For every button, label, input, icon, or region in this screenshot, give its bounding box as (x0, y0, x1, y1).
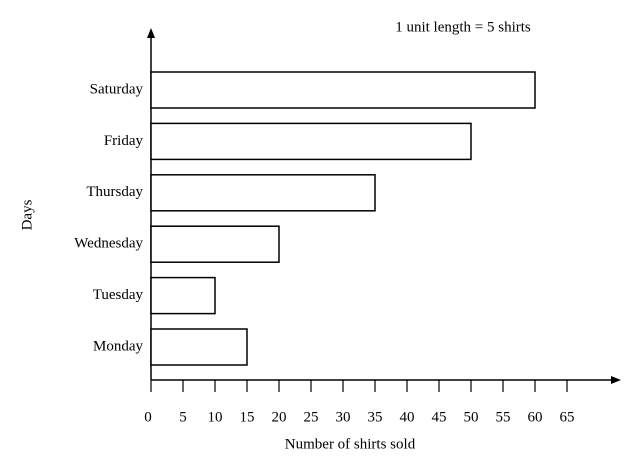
bar (150, 71, 536, 109)
x-tick-label: 60 (528, 409, 543, 425)
x-axis-label: Number of shirts sold (285, 436, 416, 452)
y-axis-arrow (147, 28, 155, 38)
x-tick-label: 15 (240, 409, 255, 425)
x-tick-label: 35 (368, 409, 383, 425)
y-tick-label: Thursday (86, 184, 143, 200)
x-axis-arrow (611, 376, 621, 384)
y-tick-label: Saturday (90, 81, 144, 97)
y-tick-label: Tuesday (93, 287, 144, 303)
x-tick-label: 10 (208, 409, 223, 425)
x-tick-label: 55 (496, 409, 511, 425)
x-tick-label: 0 (144, 409, 152, 425)
x-tick-label: 50 (464, 409, 479, 425)
x-tick-label: 30 (336, 409, 351, 425)
x-tick-label: 20 (272, 409, 287, 425)
bar (150, 174, 376, 212)
annotation: 1 unit length = 5 shirts (395, 19, 531, 35)
x-tick-label: 40 (400, 409, 415, 425)
y-tick-label: Friday (104, 133, 144, 149)
x-tick-label: 45 (432, 409, 447, 425)
x-tick-label: 65 (560, 409, 575, 425)
bar (150, 276, 216, 315)
y-axis-label: Days (19, 199, 35, 230)
bar (150, 328, 248, 366)
y-tick-label: Wednesday (74, 236, 143, 252)
y-tick-label: Monday (93, 338, 143, 354)
bar (150, 225, 280, 263)
bar (150, 122, 472, 161)
x-tick-label: 25 (304, 409, 319, 425)
x-tick-label: 5 (179, 409, 187, 425)
